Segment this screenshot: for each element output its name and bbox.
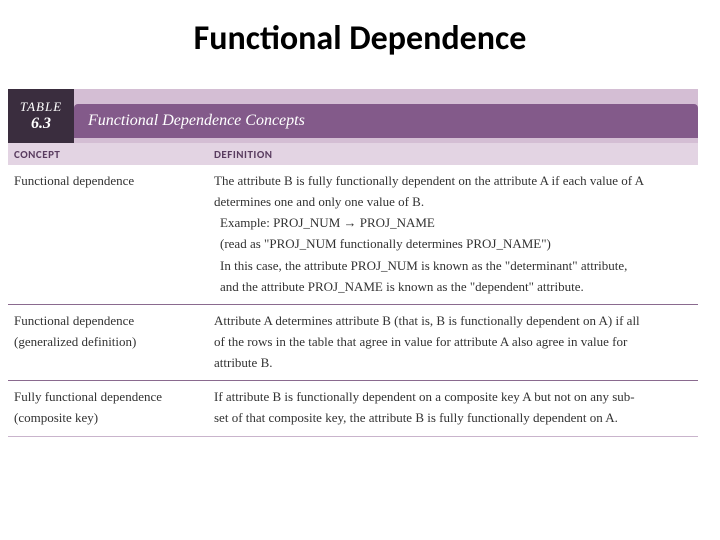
table-header-strip: TABLE 6.3 Functional Dependence Concepts	[8, 89, 698, 143]
cell-definition: Attribute A determines attribute B (that…	[208, 305, 698, 380]
table-row: Functional dependence The attribute B is…	[8, 165, 698, 305]
concept-subtext: (composite key)	[14, 408, 202, 428]
cell-concept: Functional dependence	[8, 165, 208, 304]
definition-line: In this case, the attribute PROJ_NUM is …	[214, 256, 692, 276]
table-rows: Functional dependence The attribute B is…	[8, 165, 698, 437]
definition-line: (read as "PROJ_NUM functionally determin…	[214, 234, 692, 254]
table-row: Fully functional dependence (composite k…	[8, 381, 698, 436]
table: TABLE 6.3 Functional Dependence Concepts…	[8, 89, 698, 437]
concept-text: Functional dependence	[14, 311, 202, 331]
cell-concept: Fully functional dependence (composite k…	[8, 381, 208, 435]
table-number: 6.3	[31, 115, 51, 133]
table-number-box: TABLE 6.3	[8, 89, 74, 143]
definition-line: Attribute A determines attribute B (that…	[214, 311, 692, 331]
table-row: Functional dependence (generalized defin…	[8, 305, 698, 381]
definition-line: If attribute B is functionally dependent…	[214, 387, 692, 407]
definition-line: The attribute B is fully functionally de…	[214, 171, 692, 191]
table-title: Functional Dependence Concepts	[88, 112, 305, 130]
table-label: TABLE	[20, 99, 62, 115]
column-header-concept: CONCEPT	[8, 143, 208, 165]
cell-definition: If attribute B is functionally dependent…	[208, 381, 698, 435]
column-headers: CONCEPT DEFINITION	[8, 143, 698, 165]
table-title-bar: Functional Dependence Concepts	[74, 104, 698, 138]
definition-line: of the rows in the table that agree in v…	[214, 332, 692, 352]
page-title: Functional Dependence	[0, 18, 720, 59]
cell-definition: The attribute B is fully functionally de…	[208, 165, 698, 304]
definition-line: Example: PROJ_NUM → PROJ_NAME	[214, 213, 692, 233]
column-header-definition: DEFINITION	[208, 143, 698, 165]
concept-subtext: (generalized definition)	[14, 332, 202, 352]
definition-line: set of that composite key, the attribute…	[214, 408, 692, 428]
definition-line: and the attribute PROJ_NAME is known as …	[214, 277, 692, 297]
cell-concept: Functional dependence (generalized defin…	[8, 305, 208, 380]
concept-text: Fully functional dependence	[14, 387, 202, 407]
slide: Functional Dependence TABLE 6.3 Function…	[0, 0, 720, 540]
definition-line: attribute B.	[214, 353, 692, 373]
concept-text: Functional dependence	[14, 171, 202, 191]
definition-line: determines one and only one value of B.	[214, 192, 692, 212]
